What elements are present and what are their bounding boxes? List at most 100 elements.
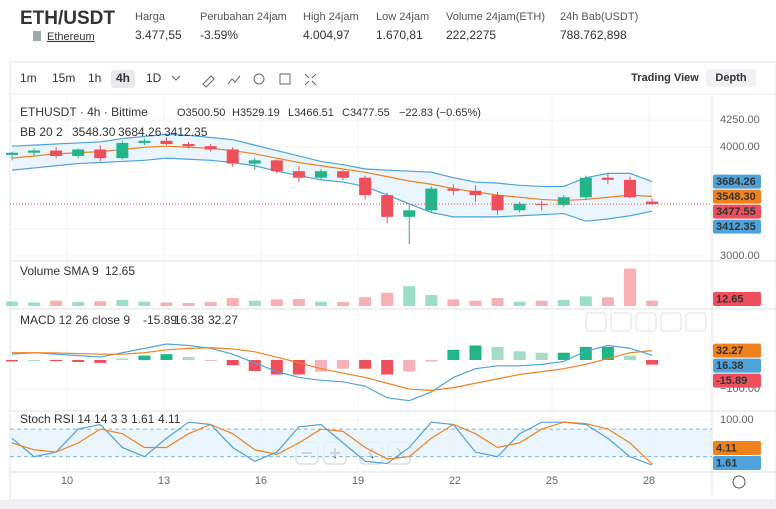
toolbar-icons[interactable] <box>171 73 317 88</box>
macd-hist-bar <box>513 351 526 360</box>
price-badge-label: 3412.35 <box>716 221 756 233</box>
draw-icon[interactable] <box>202 75 215 88</box>
candle-body <box>337 171 350 178</box>
interval-btn[interactable]: 15m <box>52 71 75 85</box>
macd-hist-bar <box>403 359 416 372</box>
stat-value: 3.477,55 <box>135 28 182 42</box>
price-badge <box>713 189 761 204</box>
volume-bar <box>292 298 305 306</box>
stat-label: High 24jam <box>303 11 359 23</box>
stat-label: Low 24jam <box>376 11 429 23</box>
macd-hist-bar <box>337 359 350 369</box>
bb-legend-value: 3412.35 <box>164 125 208 139</box>
indicator-icon[interactable] <box>227 75 241 85</box>
macd-hist-bar <box>116 358 129 360</box>
volume-sma: 12.65 <box>105 264 135 278</box>
volume-bar <box>491 298 504 306</box>
candle-body <box>557 197 570 205</box>
coin-icon <box>33 31 41 41</box>
bottom-bar <box>0 500 776 509</box>
stat-label: Perubahan 24jam <box>200 11 287 23</box>
depth-btn[interactable] <box>706 69 756 87</box>
view-btn[interactable]: Trading View <box>631 72 699 84</box>
volume-bar <box>50 300 63 306</box>
price-badge <box>713 441 761 455</box>
volume-bar <box>469 300 482 306</box>
volume-bar <box>72 302 85 306</box>
candle-body <box>248 160 261 164</box>
macd-hist-bar <box>535 352 548 360</box>
trading-view-btn[interactable] <box>627 69 703 87</box>
fullscreen-icon[interactable] <box>304 73 317 86</box>
candle-body <box>270 160 283 172</box>
volume-bar <box>425 295 438 306</box>
price-badge-label: 16.38 <box>716 360 744 372</box>
candle-body <box>116 142 129 159</box>
macd-hist-bar <box>557 352 570 360</box>
ohlc-legend: H3529.19 <box>232 107 280 119</box>
price-badge-label: 1.61 <box>716 457 737 469</box>
x-tick-label: 25 <box>546 475 558 487</box>
settings-icon[interactable] <box>253 73 265 85</box>
volume-bar <box>337 302 350 306</box>
close-btn[interactable] <box>635 312 657 332</box>
volume-bar <box>94 301 107 306</box>
interval-btn[interactable]: 1h <box>88 71 101 85</box>
volume-bar <box>535 300 548 306</box>
x-tick-label: 28 <box>643 475 655 487</box>
bb-legend-value: 3684.26 <box>118 125 162 139</box>
macd-legend: 16.38 <box>174 313 204 327</box>
volume-bar <box>160 302 173 306</box>
candle-body <box>513 203 526 211</box>
view-btn[interactable]: Depth <box>715 72 746 84</box>
candle-body <box>160 140 173 145</box>
dropdown-icon[interactable] <box>171 75 181 81</box>
candle-body <box>425 188 438 211</box>
macd-label: MACD 12 26 close 9 <box>20 313 130 327</box>
settings-icon[interactable] <box>732 475 746 489</box>
stoch-label: Stoch RSI 14 14 3 3 <box>20 412 128 426</box>
candle-body <box>28 150 41 153</box>
interval-btn[interactable]: 4h <box>116 71 130 85</box>
volume-bar <box>6 301 18 306</box>
volume-bar <box>116 299 129 306</box>
stoch-d <box>11 421 653 465</box>
x-tick-label: 22 <box>449 475 461 487</box>
macd-line <box>11 343 653 402</box>
collapse-btn[interactable] <box>660 312 682 332</box>
macd-hist-bar <box>447 349 460 360</box>
volume-bar <box>601 297 614 306</box>
macd-hist-bar <box>425 359 438 362</box>
interval-btn[interactable]: 1D <box>146 71 162 85</box>
price-badge <box>713 219 761 234</box>
price-badge <box>713 343 761 358</box>
macd-hist-bar <box>491 346 504 360</box>
macd-hist-bar <box>381 359 394 375</box>
macd-hist-bar <box>359 359 372 369</box>
volume-bar <box>513 301 526 306</box>
macd-legend: 32.27 <box>208 313 238 327</box>
pane-buttons[interactable] <box>585 312 707 332</box>
candle-body <box>359 177 372 196</box>
stoch-legend: 4.11 <box>158 412 181 426</box>
macd-hist-bar <box>28 359 41 361</box>
y-tick-label: 4000.00 <box>720 141 760 153</box>
y-tick-label: 4250.00 <box>720 114 760 126</box>
candle-body <box>182 144 195 147</box>
macd-hist-bar <box>160 354 173 360</box>
ohlc-legend: O3500.50 <box>177 107 225 119</box>
maximize-btn[interactable] <box>685 312 707 332</box>
save-icon[interactable] <box>279 73 291 85</box>
candle-body <box>623 179 636 198</box>
candle-body <box>579 177 592 198</box>
macd-hist-bar <box>469 345 482 360</box>
y-tick-label: 100.00 <box>720 414 754 426</box>
stoch-k <box>11 421 653 466</box>
candle-body <box>94 149 107 159</box>
move-up-btn[interactable] <box>585 312 607 332</box>
interval-btn[interactable]: 1m <box>20 71 37 85</box>
move-down-btn[interactable] <box>610 312 632 332</box>
candle-body <box>72 149 85 156</box>
coin-name[interactable]: Ethereum <box>47 31 95 43</box>
volume-bar <box>381 292 394 306</box>
